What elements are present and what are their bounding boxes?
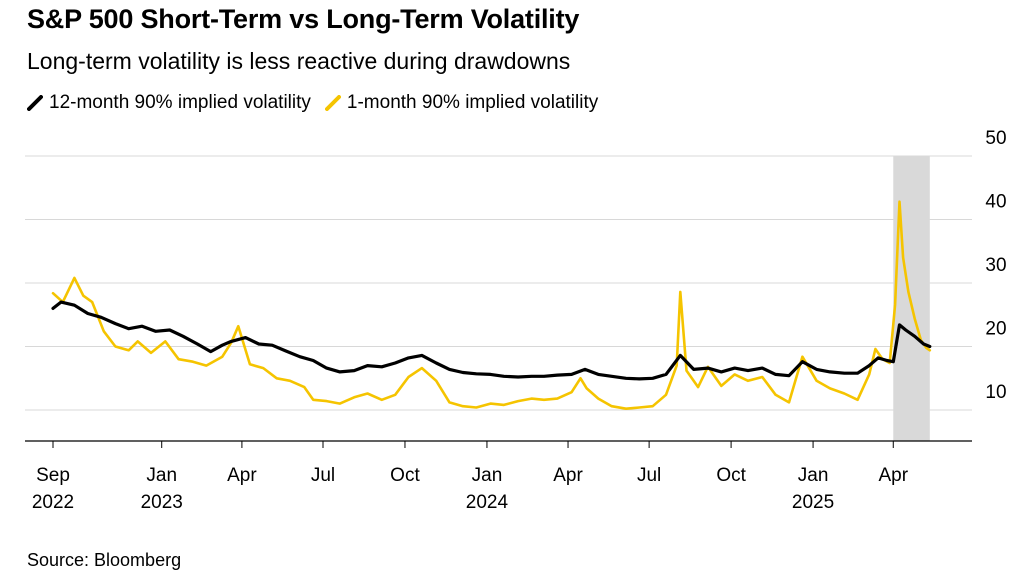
- y-tick-label-20: 20: [985, 319, 1006, 340]
- legend-swatch-line-1m: [324, 95, 341, 111]
- x-tick-label-2: Apr: [227, 465, 257, 486]
- chart-title: S&P 500 Short-Term vs Long-Term Volatili…: [27, 4, 580, 34]
- y-axis-ticks: 10 20 30 40 50: [985, 128, 1006, 403]
- x-tick-label-1: Jan: [146, 465, 177, 486]
- legend: 12-month 90% implied volatility 1-month …: [27, 92, 612, 114]
- x-tick-year-0: 2022: [32, 492, 74, 513]
- x-tick-label-8: Oct: [716, 465, 746, 486]
- series-line-12-month: [51, 300, 932, 381]
- chart-subtitle: Long-term volatility is less reactive du…: [27, 48, 571, 74]
- x-tick-label-7: Jul: [637, 465, 661, 486]
- x-tick-label-9: Jan: [798, 465, 829, 486]
- shaded-region: [893, 156, 930, 441]
- legend-swatch-line-12m: [27, 95, 43, 111]
- shaded-period: [893, 156, 930, 441]
- x-tick-label-0: Sep: [36, 465, 70, 486]
- y-tick-label-40: 40: [985, 192, 1006, 213]
- x-tick-year-1: 2023: [141, 492, 183, 513]
- legend-label-12-month: 12-month 90% implied volatility: [49, 92, 311, 113]
- y-tick-label-10: 10: [985, 382, 1006, 403]
- x-tick-year-9: 2025: [792, 492, 834, 513]
- legend-swatch-yellow-icon: [324, 95, 341, 111]
- series-line-1-month: [51, 200, 932, 410]
- x-axis: Sep 2022 Jan 2023 Apr Jul Oct Jan 2024 Apr Jul Oct J…: [25, 440, 972, 513]
- x-tick-label-4: Oct: [390, 465, 420, 486]
- volatility-line-chart: 10 20 30 40 50 Sep 2022 Jan 2023 Apr Jul Oct Jan 202…: [25, 128, 1007, 513]
- source-note: Source: Bloomberg: [27, 550, 182, 570]
- gridlines: [25, 155, 972, 411]
- series-lines: [51, 200, 932, 410]
- x-tick-label-3: Jul: [311, 465, 335, 486]
- y-tick-label-50: 50: [985, 128, 1006, 149]
- legend-item-1-month: 1-month 90% implied volatility: [324, 92, 599, 114]
- x-tick-year-5: 2024: [466, 492, 509, 513]
- legend-item-12-month: 12-month 90% implied volatility: [27, 92, 311, 114]
- legend-label-1-month: 1-month 90% implied volatility: [346, 92, 599, 113]
- y-tick-label-30: 30: [985, 255, 1006, 276]
- x-tick-label-6: Apr: [553, 465, 583, 486]
- x-tick-label-5: Jan: [472, 465, 503, 486]
- x-tick-label-10: Apr: [878, 465, 908, 486]
- legend-swatch-black-icon: [27, 95, 43, 111]
